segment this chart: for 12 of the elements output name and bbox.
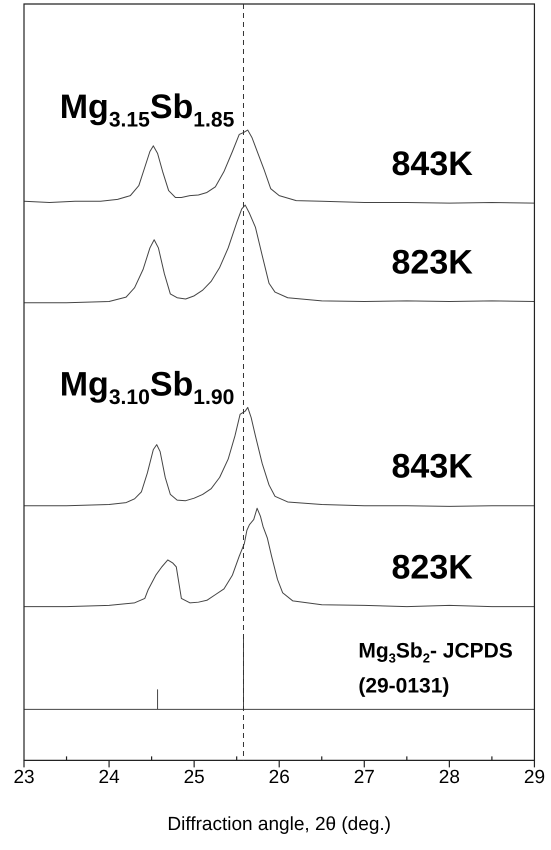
x-tick-label: 28 bbox=[438, 767, 460, 788]
series-label: 823K bbox=[392, 548, 474, 587]
series-label: 823K bbox=[392, 244, 474, 282]
series-label: 843K bbox=[392, 145, 474, 184]
x-axis-title: Diffraction angle, 2θ (deg.) bbox=[167, 814, 391, 835]
x-tick-label: 24 bbox=[98, 767, 120, 788]
series-label: 843K bbox=[392, 448, 474, 486]
x-tick-label: 27 bbox=[354, 767, 375, 788]
x-tick-label: 26 bbox=[268, 767, 290, 788]
x-tick-label: 25 bbox=[184, 767, 205, 788]
x-tick-label: 29 bbox=[524, 767, 546, 788]
x-tick-label: 23 bbox=[13, 767, 35, 788]
